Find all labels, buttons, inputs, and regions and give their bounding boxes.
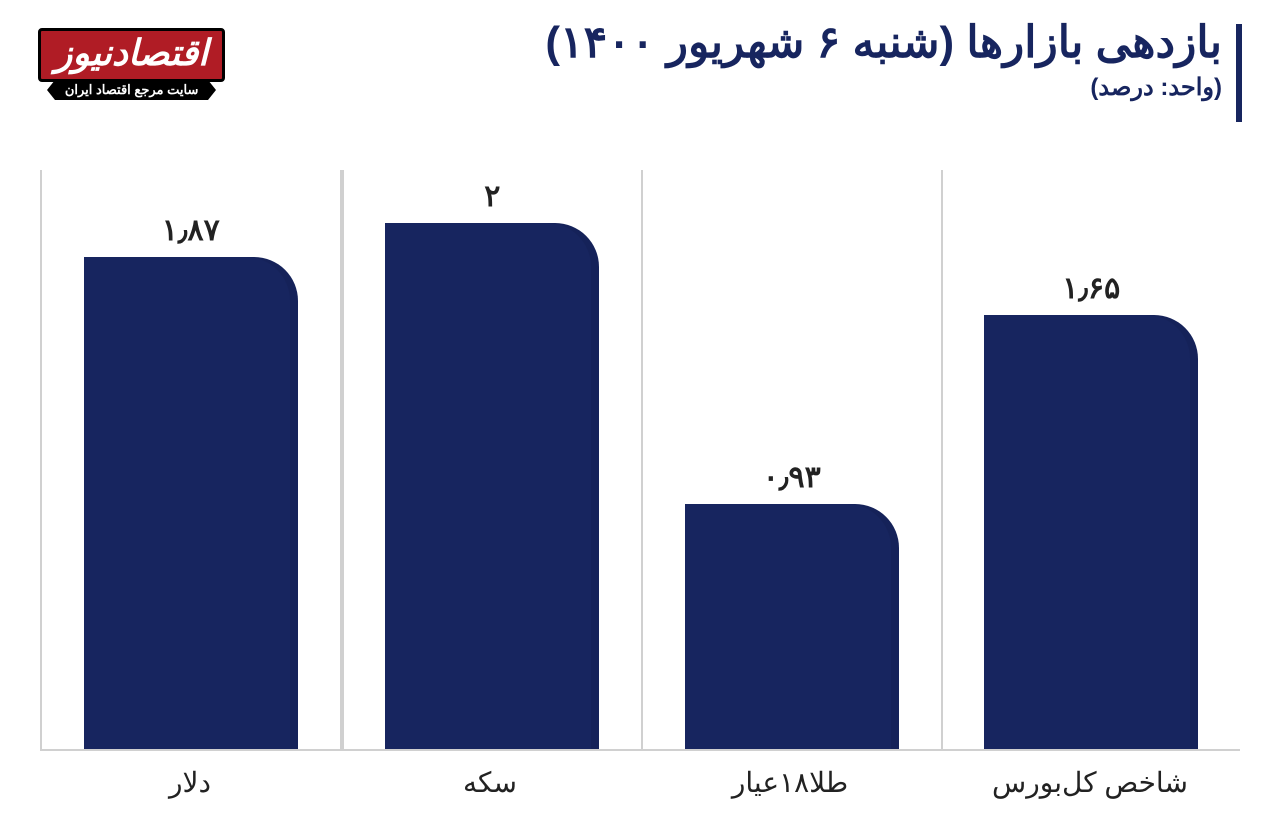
- chart-title: بازدهی بازارها (شنبه ۶ شهریور ۱۴۰۰): [545, 18, 1222, 69]
- header: بازدهی بازارها (شنبه ۶ شهریور ۱۴۰۰) (واح…: [38, 18, 1242, 122]
- axis-category-label: شاخص کل‌بورس: [940, 766, 1240, 799]
- bar-value-label: ۱٫۸۷: [84, 213, 298, 248]
- chart-bar: ۰٫۹۳: [685, 504, 899, 749]
- logo-tagline: سایت مرجع اقتصاد ایران: [55, 80, 209, 100]
- bar-value-label: ۲: [385, 179, 599, 214]
- axis-category-label: طلا۱۸عیار: [640, 766, 940, 799]
- chart-axis-labels: شاخص کل‌بورسطلا۱۸عیارسکهدلار: [40, 766, 1240, 799]
- title-text: بازدهی بازارها (شنبه ۶ شهریور ۱۴۰۰) (واح…: [545, 18, 1222, 102]
- chart-bar: ۲: [385, 223, 599, 749]
- axis-category-label: سکه: [340, 766, 640, 799]
- chart-column: ۲: [342, 170, 642, 749]
- chart-bar: ۱٫۶۵: [984, 315, 1198, 749]
- chart-plot-area: ۱٫۶۵ ۰٫۹۳ ۲ ۱٫۸۷: [40, 170, 1240, 751]
- chart-subtitle: (واحد: درصد): [545, 73, 1222, 102]
- axis-category-label: دلار: [40, 766, 340, 799]
- bar-value-label: ۱٫۶۵: [984, 271, 1198, 306]
- chart-column: ۱٫۸۷: [40, 170, 342, 749]
- bar-value-label: ۰٫۹۳: [685, 460, 899, 495]
- title-block: بازدهی بازارها (شنبه ۶ شهریور ۱۴۰۰) (واح…: [545, 18, 1242, 122]
- source-logo: اقتصادنیوز سایت مرجع اقتصاد ایران: [38, 28, 225, 100]
- chart-column: ۱٫۶۵: [941, 170, 1241, 749]
- logo-name: اقتصادنیوز: [38, 28, 225, 82]
- chart-bar: ۱٫۸۷: [84, 257, 298, 749]
- title-accent-bar: [1236, 24, 1242, 122]
- chart-column: ۰٫۹۳: [641, 170, 941, 749]
